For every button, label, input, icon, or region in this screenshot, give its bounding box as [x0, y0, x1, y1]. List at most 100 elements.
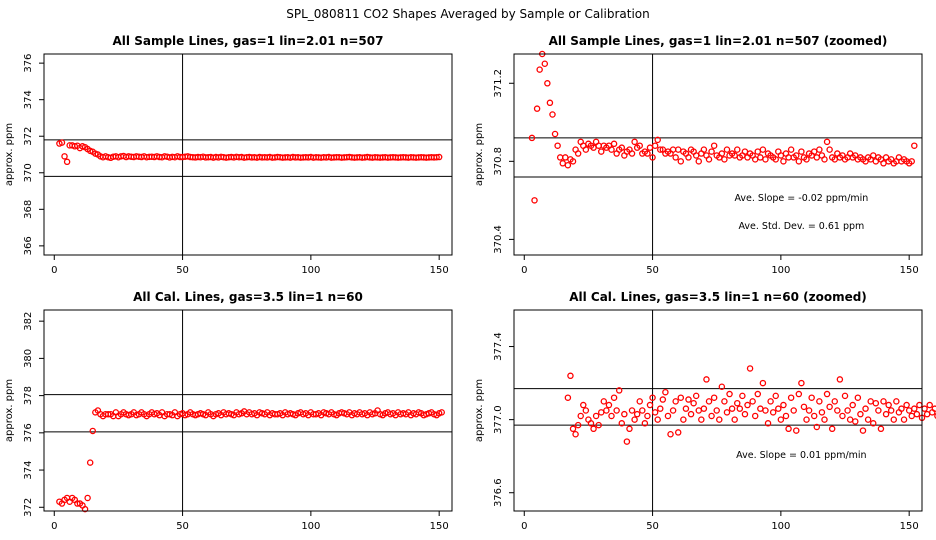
data-point	[667, 431, 674, 438]
data-point	[718, 150, 726, 157]
data-point	[654, 416, 661, 423]
data-point	[908, 412, 915, 420]
chart-panel-1: All Sample Lines, gas=1 lin=2.01 n=507 ap…	[4, 34, 453, 276]
data-point	[764, 420, 772, 427]
data-point	[728, 405, 736, 412]
data-point	[595, 421, 602, 429]
y-axis-label: approx. ppm	[4, 123, 15, 186]
data-point	[81, 505, 89, 513]
data-point	[905, 407, 913, 414]
x-tick-label: 50	[646, 265, 659, 276]
y-tick-label: 376	[23, 54, 34, 73]
data-point	[682, 405, 690, 412]
y-tick-label: 380	[23, 349, 34, 368]
data-point	[790, 407, 797, 414]
data-point	[669, 146, 677, 153]
y-axis-label: approx. ppm	[474, 379, 485, 442]
data-point	[841, 392, 849, 400]
x-tick-label: 0	[521, 265, 527, 276]
data-point	[569, 425, 577, 433]
data-point	[903, 401, 910, 409]
data-point	[775, 405, 782, 412]
data-point	[710, 142, 718, 149]
data-point	[916, 401, 923, 409]
data-point	[657, 405, 664, 412]
data-point	[556, 154, 564, 161]
data-point	[651, 142, 659, 149]
chart-panel-2: All Sample Lines, gas=1 lin=2.01 n=507 (…	[474, 34, 923, 276]
data-point	[751, 156, 759, 163]
data-point	[844, 407, 851, 414]
data-point	[898, 405, 905, 412]
data-point	[641, 420, 649, 427]
data-point	[687, 410, 695, 418]
x-tick-label: 50	[176, 265, 189, 276]
data-point	[639, 407, 646, 414]
data-point	[828, 425, 836, 433]
data-point	[769, 409, 777, 416]
data-point	[567, 372, 574, 380]
data-point	[541, 60, 549, 68]
data-point	[772, 392, 779, 400]
data-point	[736, 405, 744, 412]
data-point	[931, 405, 936, 412]
data-point	[777, 416, 785, 423]
data-point	[84, 494, 91, 502]
chart-title: All Cal. Lines, gas=3.5 lin=1 n=60	[133, 290, 363, 304]
x-tick-label: 100	[771, 265, 790, 276]
data-point	[875, 407, 882, 414]
data-point	[780, 401, 787, 409]
data-point	[574, 150, 582, 157]
data-point	[621, 410, 628, 418]
data-point	[744, 401, 751, 409]
data-point	[893, 398, 900, 405]
data-point	[610, 140, 618, 148]
data-point	[618, 420, 626, 427]
data-point	[626, 425, 633, 433]
data-point	[703, 376, 710, 383]
data-point	[793, 427, 800, 434]
data-point	[433, 153, 440, 161]
data-point	[885, 401, 892, 409]
data-point	[780, 158, 787, 165]
data-point	[672, 154, 679, 161]
data-point	[846, 416, 854, 423]
data-point	[613, 407, 620, 414]
data-point	[592, 412, 600, 420]
data-point	[731, 416, 738, 423]
y-tick-label: 376	[23, 423, 34, 442]
y-tick-label: 370.8	[493, 147, 504, 176]
data-point	[813, 154, 821, 161]
data-point	[700, 146, 708, 153]
data-point	[749, 398, 756, 405]
data-point	[751, 412, 759, 420]
data-point	[813, 423, 821, 431]
data-point	[659, 396, 667, 403]
data-point	[708, 412, 715, 420]
data-point	[615, 387, 623, 394]
data-point	[785, 425, 792, 433]
data-point	[721, 398, 728, 405]
y-tick-label: 374	[23, 90, 34, 109]
data-point	[767, 398, 774, 405]
data-point	[533, 105, 541, 112]
data-point	[63, 158, 71, 166]
x-tick-label: 150	[900, 265, 919, 276]
data-point	[559, 160, 567, 167]
data-point	[695, 158, 703, 165]
data-point	[657, 146, 664, 153]
data-point	[862, 405, 869, 412]
data-point	[867, 398, 874, 405]
y-axis-label: approx. ppm	[474, 123, 485, 186]
data-point	[726, 390, 733, 398]
data-point	[677, 394, 685, 401]
data-point	[644, 412, 651, 420]
y-tick-label: 377.0	[493, 405, 504, 434]
data-point	[646, 144, 654, 151]
stats-annotation: Ave. Slope = 0.01 ppm/min	[736, 450, 866, 461]
data-point	[839, 412, 846, 420]
data-point	[816, 146, 823, 153]
x-tick-label: 150	[430, 265, 449, 276]
data-point	[86, 459, 94, 466]
data-point	[695, 407, 703, 414]
